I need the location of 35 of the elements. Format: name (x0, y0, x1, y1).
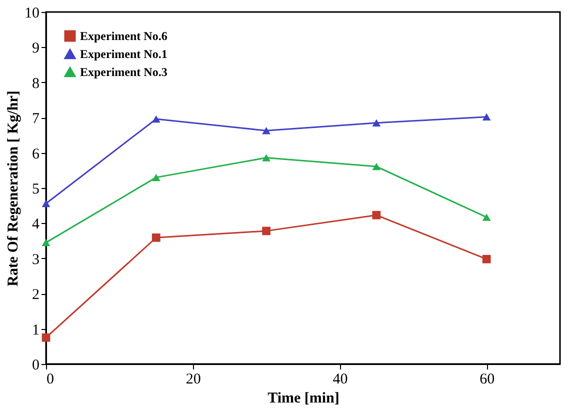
point (482, 254, 491, 264)
point (262, 154, 270, 162)
point (372, 162, 381, 170)
y-tick-label: 7 (32, 111, 40, 128)
x-tick-label: 0 (46, 372, 54, 388)
y-axis-title: Rate Of Regeneration [ Kg/hr] (6, 90, 22, 286)
y-tick-label: 4 (32, 216, 40, 233)
legend-label: Experiment No.3 (80, 65, 168, 79)
y-tick-label: 2 (32, 287, 40, 304)
y-tick-label: 0 (32, 358, 40, 374)
y-tick-label: 1 (32, 322, 40, 338)
legend-label: Experiment No.6 (80, 29, 168, 43)
y-tick-label: 6 (32, 146, 40, 162)
point (372, 119, 381, 127)
point (262, 127, 270, 134)
point (42, 200, 50, 208)
y-tick-label: 9 (32, 40, 40, 57)
point (152, 115, 160, 123)
point (262, 226, 270, 236)
point (482, 113, 491, 121)
x-tick-label: 40 (332, 372, 348, 388)
point (42, 333, 50, 342)
point (372, 210, 381, 220)
y-tick-label: 3 (32, 252, 40, 268)
point (42, 238, 50, 246)
y-tick-label: 10 (24, 6, 40, 22)
y-tick-label: 8 (32, 76, 40, 92)
point (482, 214, 491, 221)
x-axis-title: Time [min] (268, 390, 340, 406)
point (152, 233, 160, 242)
point (152, 174, 160, 182)
y-tick-label: 5 (32, 182, 40, 198)
x-tick-label: 60 (480, 372, 495, 388)
legend-label: Experiment No.1 (80, 47, 168, 61)
x-tick-label: 20 (186, 372, 201, 388)
